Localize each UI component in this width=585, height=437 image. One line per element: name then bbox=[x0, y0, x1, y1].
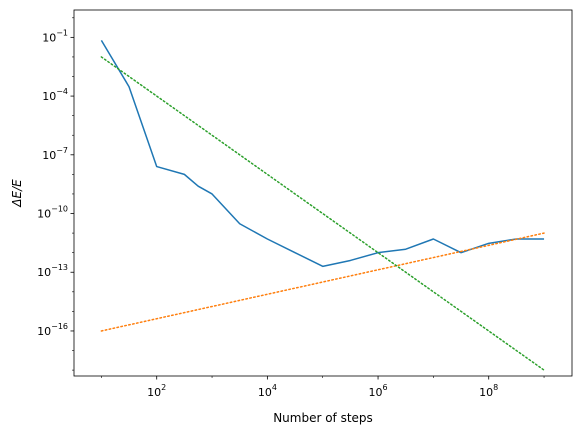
y-axis-label: ΔE/E bbox=[10, 179, 24, 208]
x-tick-label: 102 bbox=[147, 383, 166, 399]
y-tick-label: 10−1 bbox=[42, 28, 68, 44]
series-lines bbox=[100, 40, 545, 371]
y-axis-ticks: 10−1 10−4 10−7 10−10 10−13 10−16 bbox=[37, 17, 74, 371]
y-tick-label: 10−4 bbox=[42, 87, 68, 103]
x-axis-ticks: 102 104 106 108 bbox=[101, 376, 545, 399]
x-tick-label: 108 bbox=[479, 383, 498, 399]
x-axis-label: Number of steps bbox=[273, 411, 373, 425]
x-tick-label: 104 bbox=[258, 383, 277, 399]
y-tick-label: 10−7 bbox=[42, 146, 68, 162]
y-tick-label: 10−10 bbox=[37, 205, 68, 221]
y-tick-label: 10−13 bbox=[37, 263, 68, 279]
series-line-1 bbox=[100, 40, 545, 268]
y-tick-label: 10−16 bbox=[37, 322, 68, 338]
series-line-2 bbox=[100, 232, 545, 332]
series-line-3 bbox=[100, 56, 545, 371]
x-tick-label: 106 bbox=[369, 383, 388, 399]
